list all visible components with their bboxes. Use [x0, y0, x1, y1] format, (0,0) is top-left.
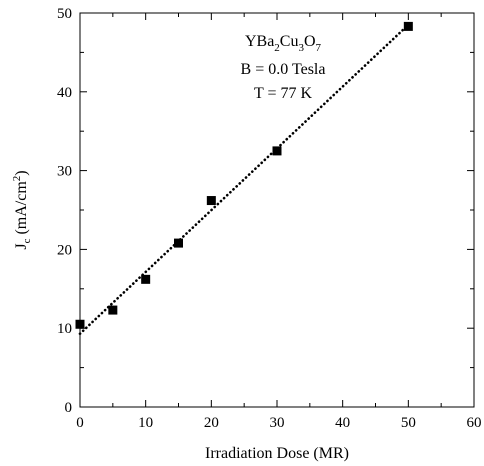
- data-point: [75, 319, 85, 329]
- formula-part-4: O: [304, 33, 316, 50]
- y-title-end: ): [13, 170, 30, 175]
- data-point: [206, 196, 216, 206]
- formula-part-3: 3: [298, 42, 304, 54]
- y-title-sup: 2: [11, 176, 23, 182]
- x-tick-label: 0: [76, 415, 84, 431]
- y-tick-label: 10: [57, 321, 72, 337]
- y-axis-title: Jc (mA/cm2): [11, 170, 33, 249]
- annotation-field: B = 0.0 Tesla: [241, 61, 326, 78]
- x-tick-label: 50: [401, 415, 416, 431]
- y-tick-label: 40: [57, 85, 72, 101]
- x-tick-label: 30: [270, 415, 285, 431]
- points-layer: [75, 21, 413, 329]
- data-point: [108, 305, 118, 315]
- formula-part-5: 7: [316, 42, 322, 54]
- y-tick-label: 20: [57, 242, 72, 258]
- y-title-sub: c: [21, 238, 33, 243]
- x-tick-label: 20: [204, 415, 219, 431]
- y-title-base: J: [13, 243, 30, 249]
- ticks-layer: 0 10 20 30 40 50 60 0 10 20 30 40 50: [57, 6, 482, 431]
- x-tick-label: 10: [138, 415, 153, 431]
- annotation-formula: YBa2Cu3O7: [245, 33, 322, 54]
- formula-part-1: 2: [274, 42, 280, 54]
- data-point: [141, 274, 151, 284]
- x-tick-label: 60: [467, 415, 482, 431]
- data-point: [272, 146, 282, 156]
- data-point: [174, 238, 183, 248]
- y-tick-label: 30: [57, 164, 72, 180]
- y-title-mid: (mA/cm: [13, 181, 30, 239]
- formula-part-0: YBa: [245, 33, 274, 50]
- x-axis-title: Irradiation Dose (MR): [205, 445, 349, 462]
- x-tick-label: 40: [335, 415, 350, 431]
- y-tick-label: 50: [57, 6, 72, 22]
- annotation-temperature: T = 77 K: [254, 85, 313, 102]
- formula-part-2: Cu: [280, 33, 299, 50]
- y-tick-label: 0: [65, 400, 73, 416]
- data-point: [403, 21, 413, 31]
